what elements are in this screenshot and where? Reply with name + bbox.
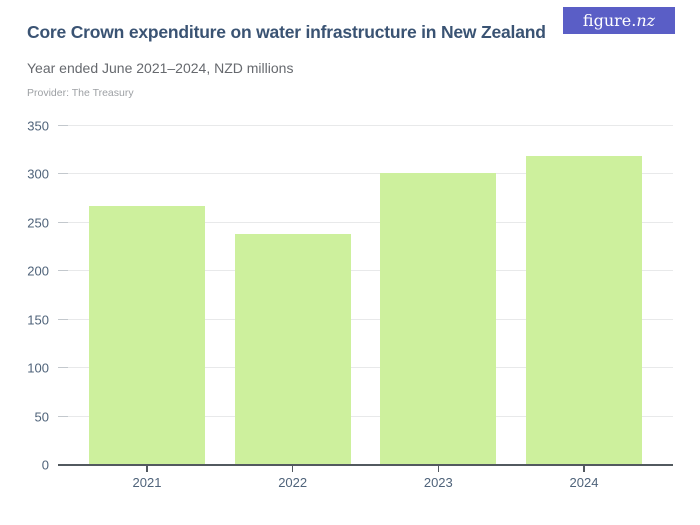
chart-subtitle: Year ended June 2021–2024, NZD millions (27, 60, 294, 76)
bar-2022 (234, 233, 351, 465)
plot-area: 0 50 100 150 200 250 300 350 (27, 119, 673, 473)
y-axis-label-200: 200 (27, 263, 49, 279)
x-tick-2021 (146, 466, 148, 472)
x-axis-cell-2022: 2022 (235, 466, 351, 490)
x-tick-2022 (291, 466, 294, 472)
x-axis-label-2022: 2022 (278, 475, 308, 490)
y-tick-200 (58, 270, 68, 272)
figure-nz-logo[interactable]: figure. nz (563, 7, 675, 34)
y-tick-300 (58, 173, 68, 175)
y-axis-label-50: 50 (34, 409, 49, 425)
y-axis-label-350: 350 (27, 118, 49, 134)
x-axis-label-2021: 2021 (132, 475, 162, 490)
y-axis-label-100: 100 (27, 360, 49, 376)
y-axis-label-300: 300 (27, 166, 49, 182)
x-axis: 2021 2022 2023 2024 (58, 466, 673, 490)
bar-2021 (89, 206, 205, 465)
gridline-300 (58, 173, 673, 175)
y-tick-50 (58, 415, 68, 417)
bar-2023 (380, 172, 497, 465)
x-axis-label-2024: 2024 (569, 475, 599, 490)
gridline-200 (58, 270, 673, 272)
y-tick-250 (58, 221, 68, 223)
gridline-350 (58, 125, 673, 126)
x-axis-cell-2024: 2024 (526, 466, 642, 490)
logo-text: figure. (582, 11, 637, 30)
y-axis-label-250: 250 (27, 215, 49, 231)
y-axis-label-0: 0 (41, 457, 49, 473)
x-axis-cell-2023: 2023 (380, 466, 496, 490)
x-axis-label-2023: 2023 (423, 475, 453, 490)
gridline-100 (58, 367, 673, 369)
x-tick-2023 (437, 466, 440, 472)
provider-attribution: Provider: The Treasury (27, 87, 134, 99)
bar-2024 (525, 156, 642, 465)
x-axis-cell-2021: 2021 (89, 466, 205, 490)
x-tick-2024 (583, 466, 585, 472)
logo-text-suffix: nz (636, 11, 656, 30)
y-tick-350 (58, 125, 68, 126)
y-axis-label-150: 150 (27, 312, 49, 328)
gridline-50 (58, 415, 673, 417)
y-tick-150 (58, 318, 68, 320)
gridline-250 (58, 221, 673, 223)
bar-series (58, 126, 673, 465)
y-tick-100 (58, 367, 68, 369)
page-title: Core Crown expenditure on water infrastr… (27, 22, 546, 42)
gridline-150 (58, 318, 673, 320)
x-axis-line (58, 464, 673, 466)
